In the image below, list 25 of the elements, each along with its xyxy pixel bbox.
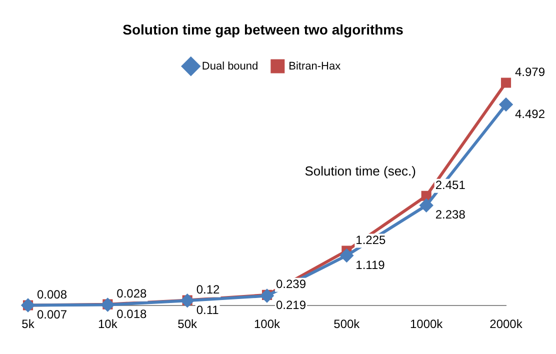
chart-title: Solution time gap between two algorithms	[122, 21, 404, 38]
data-label: 1.225	[356, 233, 386, 248]
data-label: 4.492	[515, 106, 546, 121]
data-label: 0.008	[37, 288, 68, 302]
legend-label: Dual bound	[202, 60, 258, 72]
data-label: 1.119	[356, 258, 386, 272]
data-label: 0.028	[116, 286, 148, 301]
data-label: 0.11	[196, 302, 220, 317]
x-tick-label: 5k	[22, 317, 36, 332]
data-label: 0.12	[196, 282, 220, 297]
data-label: 0.018	[116, 307, 148, 322]
x-tick-label: 10k	[98, 317, 118, 332]
x-tick-label: 2000k	[490, 317, 524, 332]
data-label: 0.219	[276, 298, 306, 312]
legend-label: Bitran-Hax	[288, 60, 342, 72]
x-tick-label: 500k	[334, 317, 361, 332]
data-label: 0.239	[276, 277, 306, 292]
annotation: Solution time (sec.)	[304, 163, 416, 178]
data-label: 0.007	[37, 308, 68, 322]
x-tick-label: 1000k	[410, 317, 444, 332]
data-label: 2.451	[435, 178, 466, 192]
x-tick-label: 100k	[254, 317, 282, 332]
data-label: 2.238	[435, 208, 466, 222]
x-tick-label: 50k	[178, 317, 198, 332]
data-label: 4.979	[515, 65, 546, 80]
